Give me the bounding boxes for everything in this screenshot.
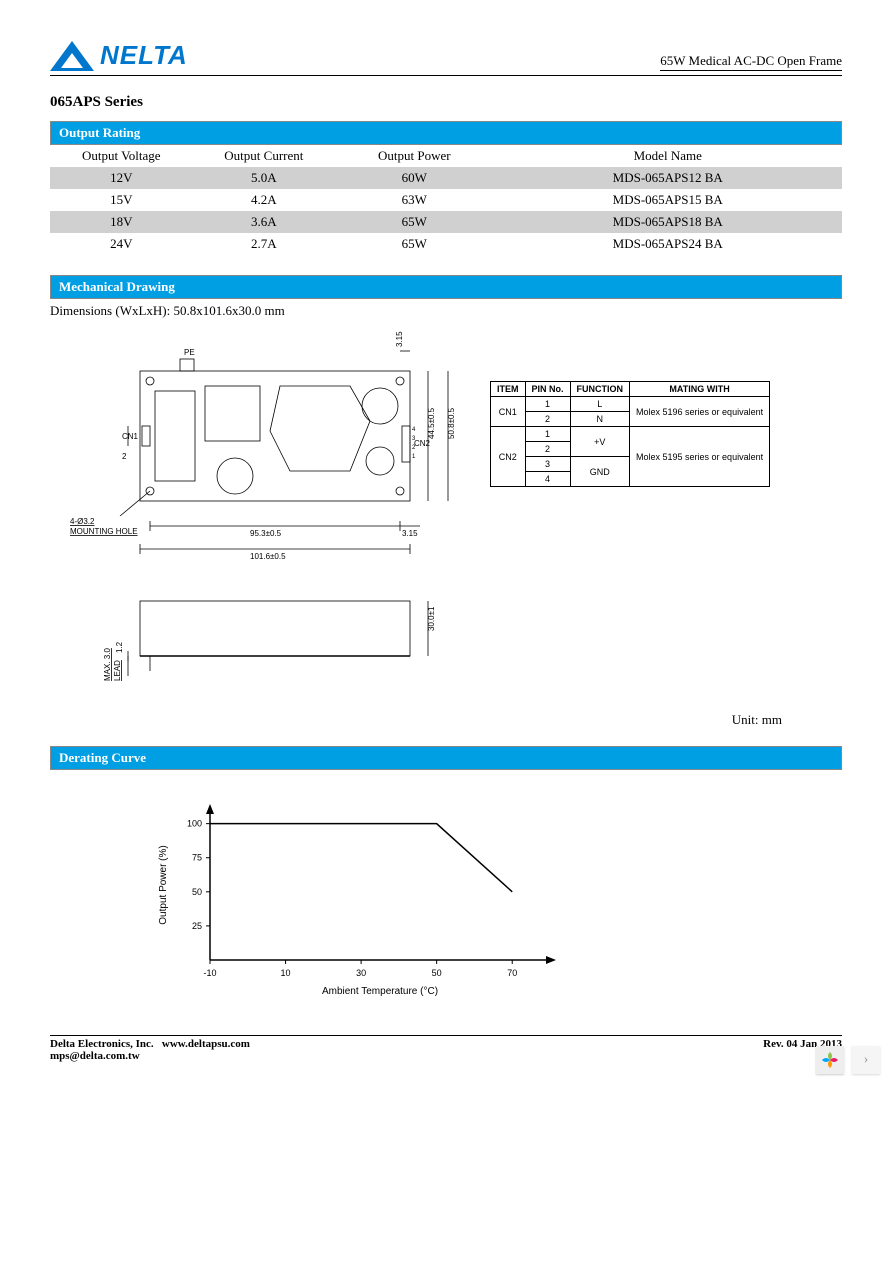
- footer-rule: [50, 1035, 842, 1036]
- document-title: 65W Medical AC-DC Open Frame: [660, 53, 842, 71]
- header-rule: [50, 75, 842, 76]
- table-header: Model Name: [493, 145, 842, 167]
- svg-text:30.0±1: 30.0±1: [427, 606, 436, 631]
- logo-triangle-icon: [50, 41, 94, 71]
- section-derating: Derating Curve: [50, 746, 842, 770]
- table-row: 24V2.7A65WMDS-065APS24 BA: [50, 233, 842, 255]
- svg-text:100: 100: [187, 819, 202, 829]
- svg-text:1.2: 1.2: [115, 641, 124, 653]
- svg-text:Ambient Temperature (°C): Ambient Temperature (°C): [322, 986, 438, 997]
- pin-col-item: ITEM: [491, 382, 526, 397]
- table-row: 12V5.0A60WMDS-065APS12 BA: [50, 167, 842, 189]
- svg-text:LEAD: LEAD: [113, 660, 122, 681]
- brand-logo: NELTA: [50, 40, 188, 71]
- next-page-button[interactable]: ›: [852, 1046, 880, 1074]
- pin-col-func: FUNCTION: [570, 382, 630, 397]
- svg-text:70: 70: [507, 968, 517, 978]
- svg-text:101.6±0.5: 101.6±0.5: [250, 552, 286, 561]
- pin-col-pin: PIN No.: [525, 382, 570, 397]
- svg-text:4: 4: [412, 427, 416, 433]
- output-rating-table: Output VoltageOutput CurrentOutput Power…: [50, 145, 842, 255]
- svg-text:3.15: 3.15: [402, 529, 418, 538]
- table-header: Output Power: [335, 145, 493, 167]
- svg-text:3.15: 3.15: [395, 331, 404, 347]
- table-row: 18V3.6A65WMDS-065APS18 BA: [50, 211, 842, 233]
- svg-text:MOUNTING HOLE: MOUNTING HOLE: [70, 527, 138, 536]
- svg-text:95.3±0.5: 95.3±0.5: [250, 529, 282, 538]
- svg-text:Output Power (%): Output Power (%): [158, 845, 169, 924]
- svg-text:50.8±0.5: 50.8±0.5: [447, 407, 456, 439]
- svg-text:MAX. 3.0: MAX. 3.0: [103, 648, 112, 681]
- section-mechanical: Mechanical Drawing: [50, 275, 842, 299]
- svg-text:PE: PE: [184, 348, 195, 357]
- svg-text:10: 10: [281, 968, 291, 978]
- unit-label: Unit: mm: [50, 712, 782, 728]
- logo-text: NELTA: [100, 40, 188, 71]
- svg-text:50: 50: [192, 887, 202, 897]
- svg-text:44.5±0.5: 44.5±0.5: [427, 407, 436, 439]
- svg-text:50: 50: [432, 968, 442, 978]
- pin-function-table: ITEM PIN No. FUNCTION MATING WITH CN1 1 …: [490, 381, 770, 487]
- table-row: 15V4.2A63WMDS-065APS15 BA: [50, 189, 842, 211]
- pin-col-mating: MATING WITH: [630, 382, 770, 397]
- svg-text:75: 75: [192, 853, 202, 863]
- svg-text:4-Ø3.2: 4-Ø3.2: [70, 517, 95, 526]
- svg-text:30: 30: [356, 968, 366, 978]
- mechanical-top-view: PE CN1 CN2 4 3 2 1 44.5±0.5: [50, 331, 460, 571]
- table-header: Output Voltage: [50, 145, 193, 167]
- mechanical-side-view: 30.0±1 1.2 MAX. 3.0 LEAD: [50, 581, 460, 701]
- app-icon[interactable]: [816, 1046, 844, 1074]
- dimensions-text: Dimensions (WxLxH): 50.8x101.6x30.0 mm: [50, 303, 842, 319]
- svg-text:2: 2: [122, 452, 127, 461]
- derating-chart: 25 50 75 100 -10 10 30 50 70 Ambient Temperature …: [150, 800, 570, 1000]
- footer-left: Delta Electronics, Inc. www.deltapsu.com…: [50, 1038, 250, 1062]
- svg-text:1: 1: [412, 454, 416, 460]
- svg-text:-10: -10: [203, 968, 216, 978]
- svg-text:CN1: CN1: [122, 432, 139, 441]
- section-output-rating: Output Rating: [50, 121, 842, 145]
- series-title: 065APS Series: [50, 94, 842, 111]
- table-header: Output Current: [193, 145, 336, 167]
- svg-text:25: 25: [192, 921, 202, 931]
